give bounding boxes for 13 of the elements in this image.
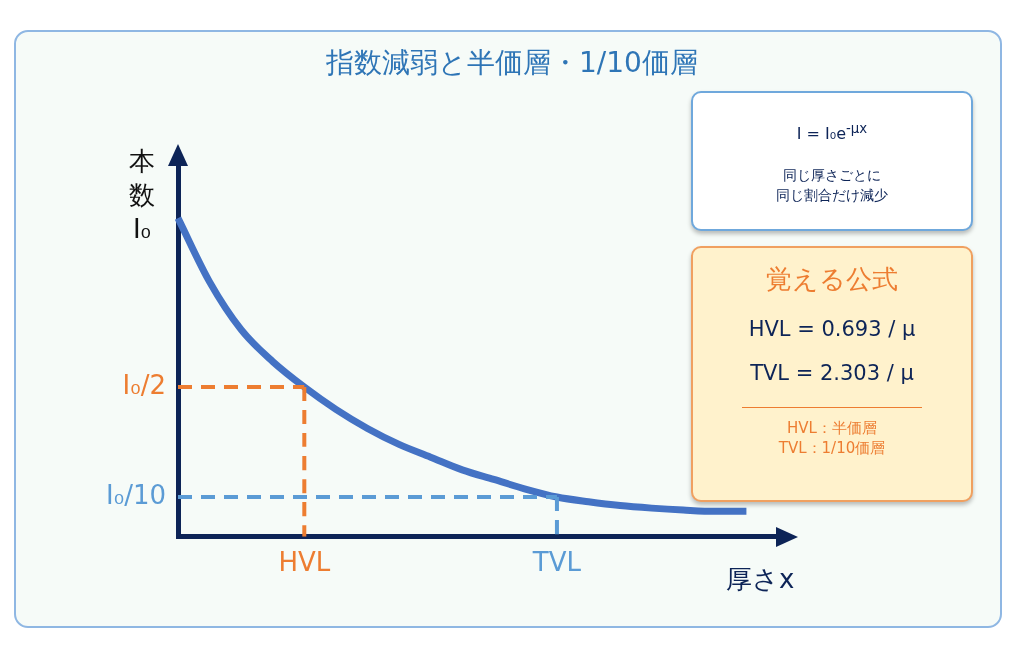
- text: I₀/10: [106, 479, 166, 510]
- x-tick-label: HVL: [278, 547, 331, 578]
- x-axis-title: 厚さx: [726, 563, 795, 596]
- annotation: HVL = 0.693 / μ: [747, 317, 917, 341]
- formula-card: I = I₀e$^{-μx}$ 同じ厚さごとに 同じ割合だけ減少: [691, 91, 973, 231]
- annotation: TVL = 2.303 / μ: [749, 361, 915, 385]
- annotation: 覚える公式: [765, 263, 899, 296]
- y-axis-title: 本数I₀: [128, 145, 156, 246]
- text: I₀/2: [122, 369, 166, 400]
- annotation: TVL：1/10価層: [777, 438, 887, 458]
- chart-title: 指数減弱と半価層・1/10価層: [325, 45, 699, 81]
- x-tick-label: TVL: [531, 547, 582, 578]
- text: HVL：半価層: [787, 419, 877, 437]
